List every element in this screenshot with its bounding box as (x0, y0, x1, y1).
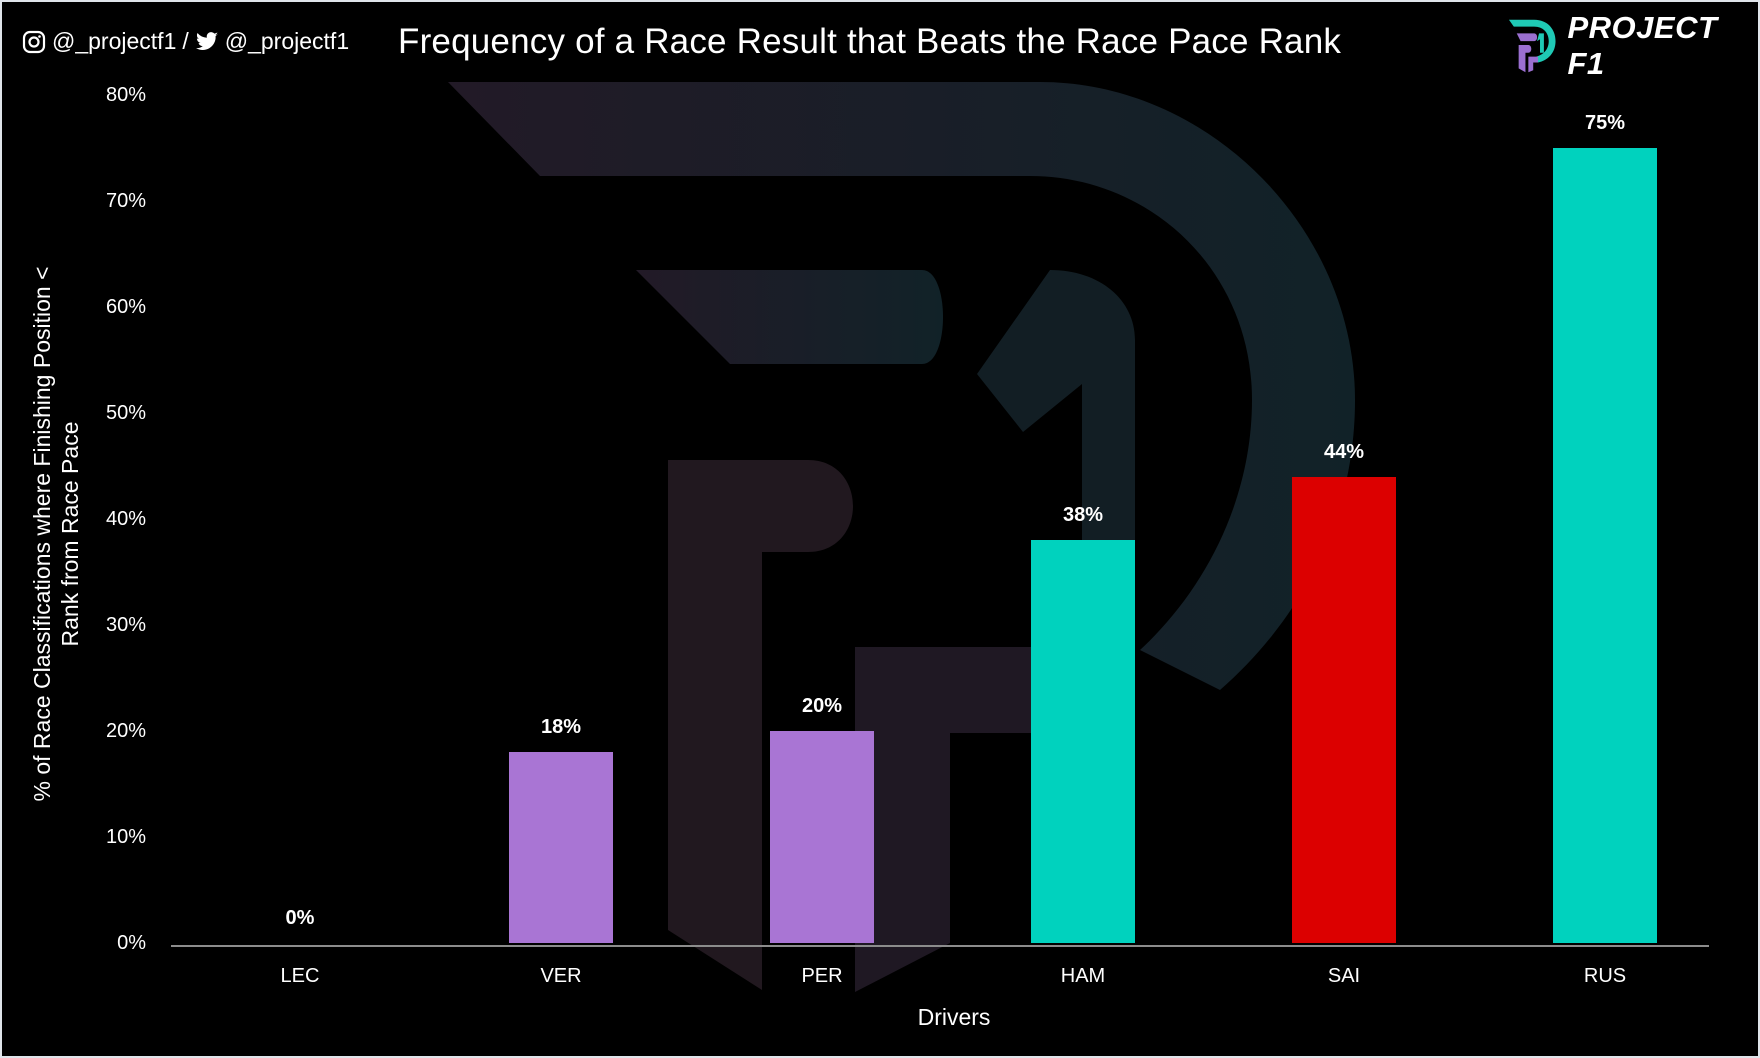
x-tick-ham: HAM (1060, 965, 1106, 987)
y-tick: 30% (105, 614, 146, 636)
x-tick-sai: SAI (1327, 965, 1361, 987)
handle-separator: / (182, 28, 189, 54)
x-axis-line (171, 945, 1709, 947)
twitter-handle: @_projectf1 (224, 28, 350, 54)
data-label-sai: 44% (1323, 440, 1365, 463)
x-tick-ver: VER (540, 965, 582, 987)
brand-name: PROJECT F1 (1567, 10, 1718, 81)
x-tick-lec: LEC (280, 965, 320, 987)
project-f1-logo-icon (1508, 19, 1556, 73)
brand-logo: PROJECT F1 (1507, 10, 1758, 82)
y-tick: 20% (105, 720, 146, 742)
data-label-lec: 0% (285, 907, 315, 929)
bar-rus (1553, 148, 1657, 943)
y-tick: 0% (117, 932, 146, 954)
instagram-handle: @_projectf1 (52, 28, 177, 54)
bar-per (770, 731, 874, 943)
y-tick: 70% (105, 190, 146, 212)
bar-ver (509, 752, 613, 943)
x-tick-rus: RUS (1583, 965, 1627, 987)
y-tick: 60% (105, 296, 146, 318)
instagram-icon (22, 30, 46, 53)
y-tick: 10% (105, 826, 146, 848)
social-handles: @_projectf1 / @_projectf1 (22, 28, 349, 55)
x-axis-label: Drivers (917, 1004, 991, 1030)
y-axis-label: % of Race Classifications where Finishin… (29, 266, 83, 802)
y-tick: 40% (105, 508, 146, 530)
data-label-ham: 38% (1062, 504, 1104, 527)
bar-sai (1292, 476, 1396, 943)
data-label-rus: 75% (1584, 112, 1626, 134)
x-tick-per: PER (801, 965, 843, 987)
twitter-icon (195, 31, 218, 50)
chart-title: Frequency of a Race Result that Beats th… (398, 22, 1342, 61)
y-tick: 80% (105, 84, 146, 106)
data-label-ver: 18% (540, 716, 582, 739)
data-label-per: 20% (801, 695, 843, 717)
y-tick: 50% (105, 402, 146, 424)
bar-ham (1031, 540, 1135, 943)
